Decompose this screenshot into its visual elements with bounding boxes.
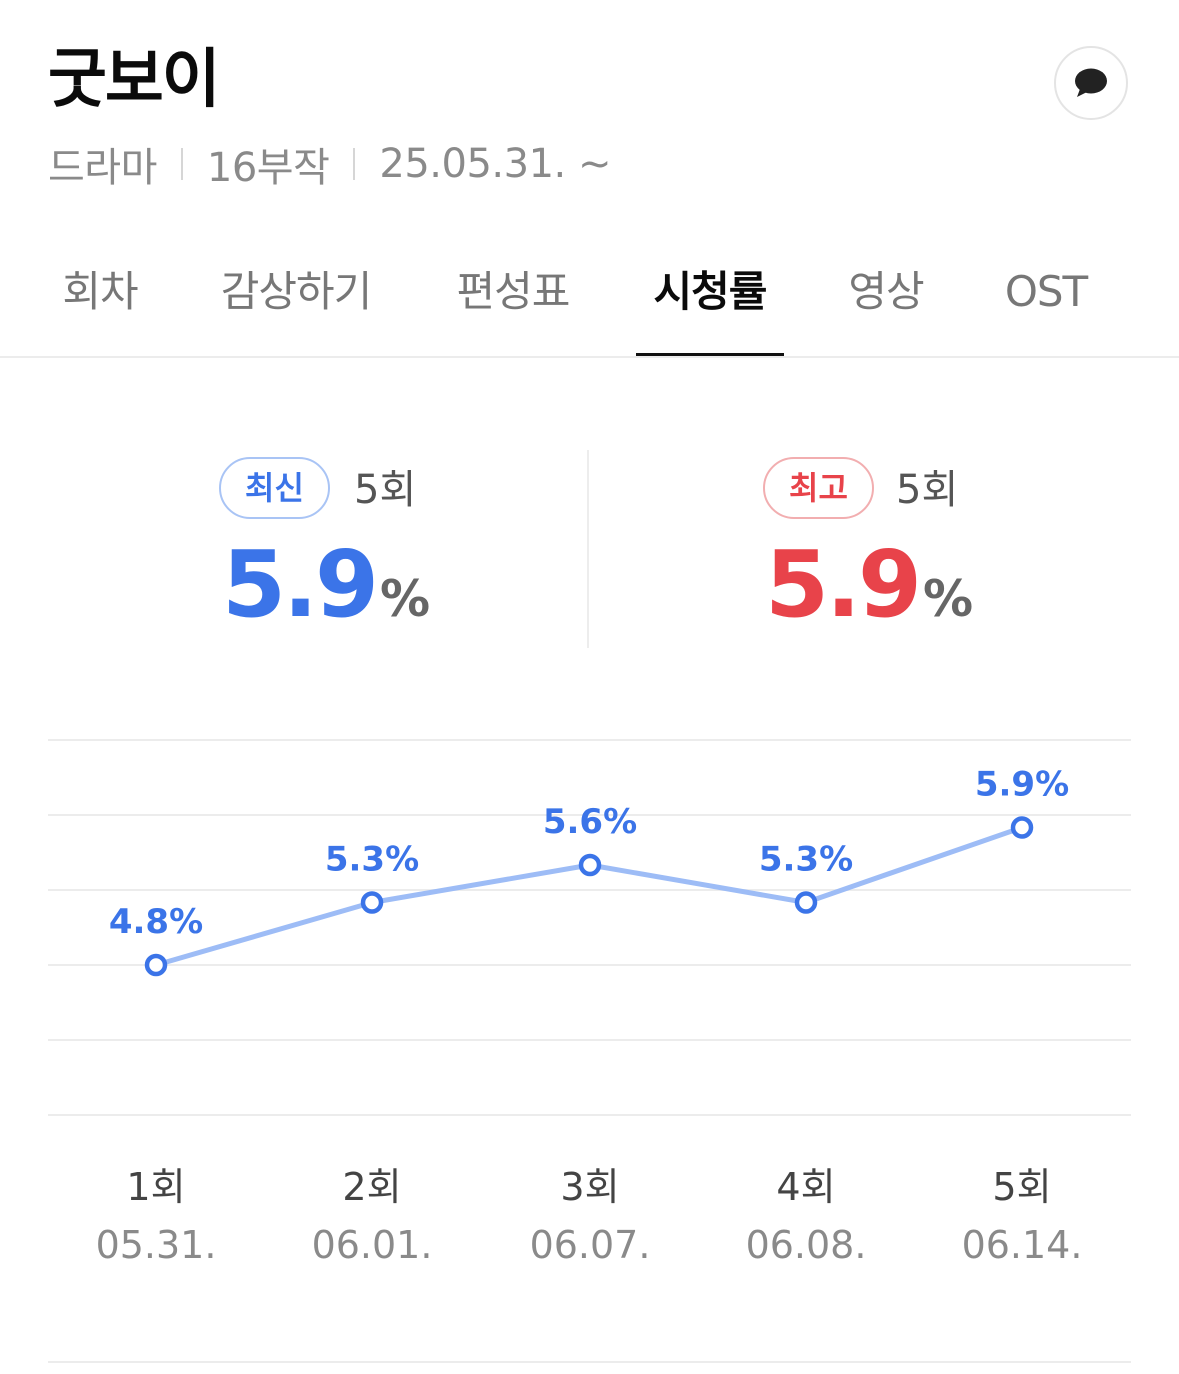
highest-rating: 최고 5회 5.9% — [0, 450, 1179, 650]
data-label: 5.3% — [759, 840, 853, 880]
tab-ratings[interactable]: 시청률 — [636, 255, 784, 356]
x-tick-date: 06.01. — [311, 1223, 433, 1267]
x-tick-episode: 2회 — [342, 1165, 402, 1209]
data-label: 5.3% — [325, 840, 419, 880]
meta-divider — [353, 148, 356, 180]
x-axis-label: 1회 05.31. — [56, 1162, 256, 1270]
bottom-divider — [48, 1361, 1131, 1363]
highest-value-wrap: 5.9% — [765, 530, 973, 654]
latest-badge: 최신 — [219, 457, 330, 519]
air-date: 25.05.31. ~ — [379, 141, 611, 187]
highest-episode: 5회 — [896, 467, 959, 513]
tab-schedule[interactable]: 편성표 — [456, 267, 571, 316]
data-label: 5.6% — [543, 802, 637, 842]
x-axis-label: 5회 06.14. — [922, 1162, 1122, 1270]
data-point[interactable] — [1010, 816, 1034, 839]
x-tick-episode: 1회 — [126, 1165, 186, 1209]
data-point[interactable] — [578, 853, 602, 877]
tab-watch[interactable]: 감상하기 — [220, 267, 373, 316]
meta-divider — [180, 148, 183, 180]
comment-button[interactable] — [1054, 46, 1128, 120]
latest-value: 5.9 — [222, 531, 379, 638]
stats-divider — [587, 450, 589, 648]
highest-unit: % — [922, 570, 974, 628]
x-tick-episode: 3회 — [560, 1165, 620, 1209]
highest-badge: 최고 — [763, 457, 874, 519]
latest-rating: 최신 5회 5.9% — [0, 450, 480, 650]
ratings-chart: 4.8% 5.3% 5.6% 5.3% 5.9% — [48, 739, 1131, 1116]
data-point[interactable] — [794, 891, 818, 914]
genre: 드라마 — [48, 145, 157, 191]
ratings-summary: 최신 5회 5.9% 최고 5회 5.9% — [0, 450, 1179, 650]
tab-ratings-label: 시청률 — [653, 267, 768, 316]
latest-unit: % — [379, 570, 431, 628]
episode-count: 16부작 — [206, 145, 330, 191]
x-tick-episode: 5회 — [992, 1165, 1052, 1209]
latest-value-wrap: 5.9% — [222, 530, 430, 654]
active-tab-indicator — [636, 353, 784, 356]
x-tick-episode: 4회 — [776, 1165, 836, 1209]
data-point[interactable] — [144, 953, 168, 977]
tab-ost[interactable]: OST — [1004, 267, 1088, 316]
tab-bar: 회차 감상하기 편성표 시청률 영상 OST — [0, 255, 1179, 359]
series-line — [155, 825, 1023, 968]
x-tick-date: 05.31. — [95, 1223, 217, 1267]
tab-videos[interactable]: 영상 — [848, 267, 924, 316]
tab-bar-baseline — [0, 356, 1179, 358]
x-axis-label: 4회 06.08. — [706, 1162, 906, 1270]
show-meta: 드라마 16부작 25.05.31. ~ — [48, 140, 611, 191]
data-point[interactable] — [360, 891, 384, 914]
x-tick-date: 06.08. — [745, 1223, 867, 1267]
x-axis-label: 3회 06.07. — [490, 1162, 690, 1270]
data-label: 4.8% — [109, 902, 203, 942]
latest-episode: 5회 — [354, 467, 417, 513]
x-tick-date: 06.07. — [529, 1223, 651, 1267]
page-title: 굿보이 — [48, 43, 221, 117]
x-axis-label: 2회 06.01. — [272, 1162, 472, 1270]
highest-value: 5.9 — [765, 531, 922, 638]
tab-episodes[interactable]: 회차 — [62, 267, 138, 316]
data-label: 5.9% — [975, 765, 1069, 805]
x-tick-date: 06.14. — [961, 1223, 1083, 1267]
speech-bubble-icon — [1075, 68, 1107, 97]
